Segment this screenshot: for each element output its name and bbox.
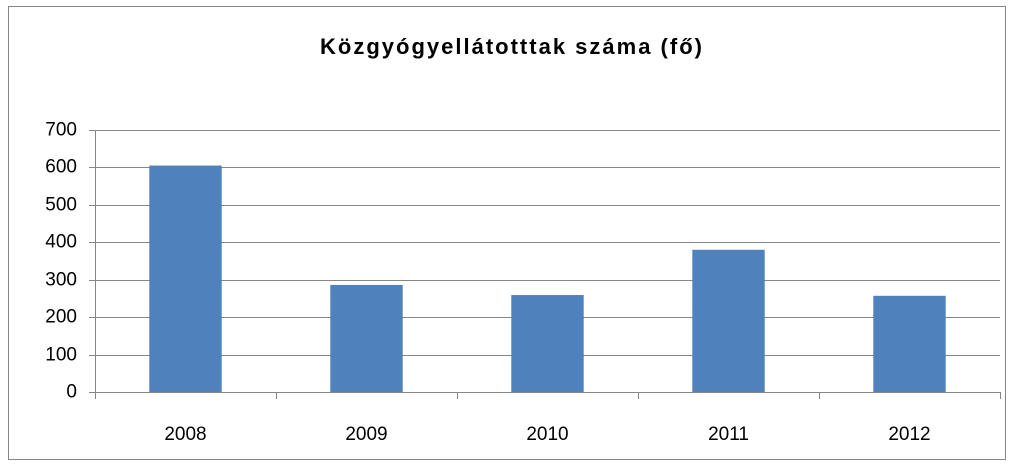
- bar: [330, 284, 403, 392]
- bar: [149, 165, 222, 392]
- chart-title: Közgyógyellátotttak száma (fő): [320, 34, 704, 59]
- y-tick-label: 700: [45, 120, 77, 141]
- bar: [873, 295, 946, 392]
- x-tick-label: 2009: [345, 424, 387, 445]
- y-tick-label: 500: [45, 195, 77, 216]
- y-tick-label: 300: [45, 270, 77, 291]
- x-tick-label: 2011: [708, 424, 749, 445]
- bar: [692, 249, 765, 392]
- x-tick-label: 2012: [888, 424, 930, 445]
- y-tick-label: 200: [45, 307, 77, 328]
- y-tick-label: 600: [45, 157, 77, 178]
- bar: [511, 295, 584, 392]
- y-tick-label: 0: [66, 382, 77, 403]
- x-tick-label: 2010: [526, 424, 568, 445]
- y-tick-label: 400: [45, 232, 77, 253]
- y-tick-label: 100: [45, 345, 77, 366]
- x-tick-label: 2008: [164, 424, 206, 445]
